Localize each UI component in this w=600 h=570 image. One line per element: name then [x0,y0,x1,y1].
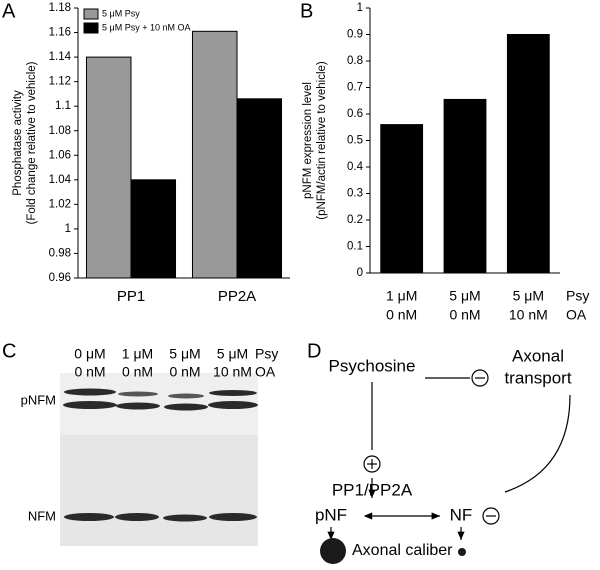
column-label: 0 nM [122,364,153,380]
y-axis-label: (pNFM/actin relative to vehicle) [316,61,328,220]
row-label: OA [255,364,276,380]
node: Psychosine [329,356,416,375]
panel-label: D [307,340,321,362]
y-tick-label: 0.96 [49,272,71,284]
y-tick-label: 0.98 [49,247,71,259]
panel-label: A [2,0,16,22]
x-tick-label: 0 nM [386,307,417,323]
y-tick-label: 1.16 [49,27,71,39]
y-tick-label: 0.4 [347,161,364,173]
y-tick-label: 1.06 [49,149,71,161]
y-tick-label: 1.04 [49,174,72,186]
x-tick-label: 0 nM [449,307,480,323]
node: transport [504,368,571,387]
y-tick-label: 0.5 [347,135,363,147]
bar [191,30,238,279]
x-tick-label: 5 μM [449,288,480,304]
blot-row-label: NFM [28,508,56,523]
column-label: 0 μM [74,346,105,362]
x-tick-label: 5 μM [513,288,544,304]
column-label: 5 μM [169,346,200,362]
small-caliber [458,548,466,556]
y-tick-label: 1.02 [49,198,71,210]
y-tick-label: 1 [357,2,363,14]
y-tick-label: 0.2 [347,214,363,226]
row-label: OA [566,307,587,323]
bar [506,34,550,274]
row-label: Psy [255,346,278,362]
x-tick-label: PP1 [117,288,145,305]
y-tick-label: 1.12 [49,76,71,88]
x-tick-label: 10 nM [509,307,548,323]
blot-bands [63,388,258,522]
diagram-arrows [327,377,571,540]
bar [85,56,132,279]
x-tick-label: PP2A [218,288,256,305]
y-tick-label: 0.3 [347,188,363,200]
y-tick-label: 0.8 [347,55,363,67]
y-tick-label: 0.6 [347,108,363,120]
node: NF [450,505,473,524]
row-label: Psy [566,288,589,304]
blot-row-label: pNFM [21,392,56,407]
node: PP1/PP2A [332,480,413,499]
y-tick-label: 1 [65,223,71,235]
legend-label: 5 μM Psy + 10 nM OA [102,22,190,32]
bar [380,124,424,274]
y-tick-label: 1.1 [55,100,71,112]
node: pNF [315,505,347,524]
bar [130,179,177,279]
node: Axonal caliber [352,542,453,559]
y-tick-label: 1.18 [49,2,71,14]
node: Axonal [512,346,564,365]
y-tick-label: 0.1 [347,241,363,253]
column-label: 1 μM [122,346,153,362]
panel-label: C [2,340,16,362]
y-axis-label: Phosphatase activity [12,90,24,196]
panel-label: B [300,0,313,22]
signs [363,369,500,525]
legend-swatch [83,8,99,20]
column-label: 0 nM [169,364,200,380]
y-tick-label: 0 [357,267,363,279]
x-tick-label: 1 μM [386,288,417,304]
column-label: 10 nM [213,364,252,380]
y-tick-label: 0.7 [347,82,363,94]
y-tick-label: 1.08 [49,125,71,137]
y-axis-label: (Fold change relative to vehicle) [26,61,38,224]
y-axis-label: pNFM expression level [302,82,314,199]
y-tick-label: 0.9 [347,29,363,41]
legend-swatch [83,22,99,34]
large-caliber [320,538,346,564]
legend-label: 5 μM Psy [102,8,140,18]
y-tick-label: 1.14 [49,51,72,63]
column-label: 5 μM [217,346,248,362]
bar [443,98,487,274]
column-label: 0 nM [74,364,105,380]
bar [236,98,283,279]
